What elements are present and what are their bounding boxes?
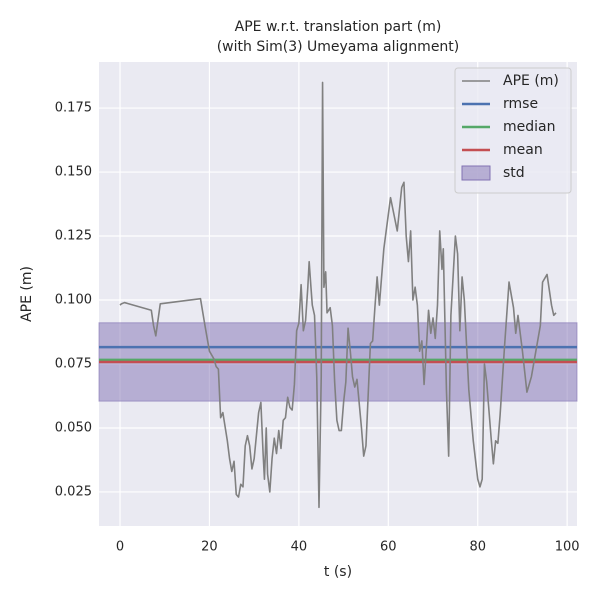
x-tick-label: 80: [469, 540, 486, 555]
legend-label: APE (m): [503, 73, 559, 89]
y-tick-label: 0.150: [55, 165, 92, 180]
chart-title: APE w.r.t. translation part (m): [235, 19, 442, 35]
y-tick-label: 0.175: [55, 101, 92, 116]
y-tick-label: 0.050: [55, 420, 92, 435]
x-axis-label: t (s): [324, 564, 352, 580]
y-tick-label: 0.025: [55, 484, 92, 499]
x-tick-label: 100: [555, 540, 580, 555]
legend-label: rmse: [503, 96, 538, 112]
ape-line: [119, 81, 557, 509]
legend-box: [454, 67, 572, 194]
x-tick-label: 20: [201, 540, 218, 555]
x-tick-label: 40: [291, 540, 308, 555]
legend-label: median: [503, 119, 555, 135]
y-tick-label: 0.125: [55, 229, 92, 244]
x-tick-label: 0: [116, 540, 124, 555]
chart-subtitle: (with Sim(3) Umeyama alignment): [217, 39, 460, 55]
y-tick-label: 0.075: [55, 356, 92, 371]
legend-label: mean: [503, 142, 543, 158]
legend-patch: [461, 165, 491, 181]
legend-label: std: [503, 165, 525, 181]
y-axis-label: APE (m): [19, 266, 35, 322]
x-tick-label: 60: [380, 540, 397, 555]
y-tick-label: 0.100: [55, 293, 92, 308]
